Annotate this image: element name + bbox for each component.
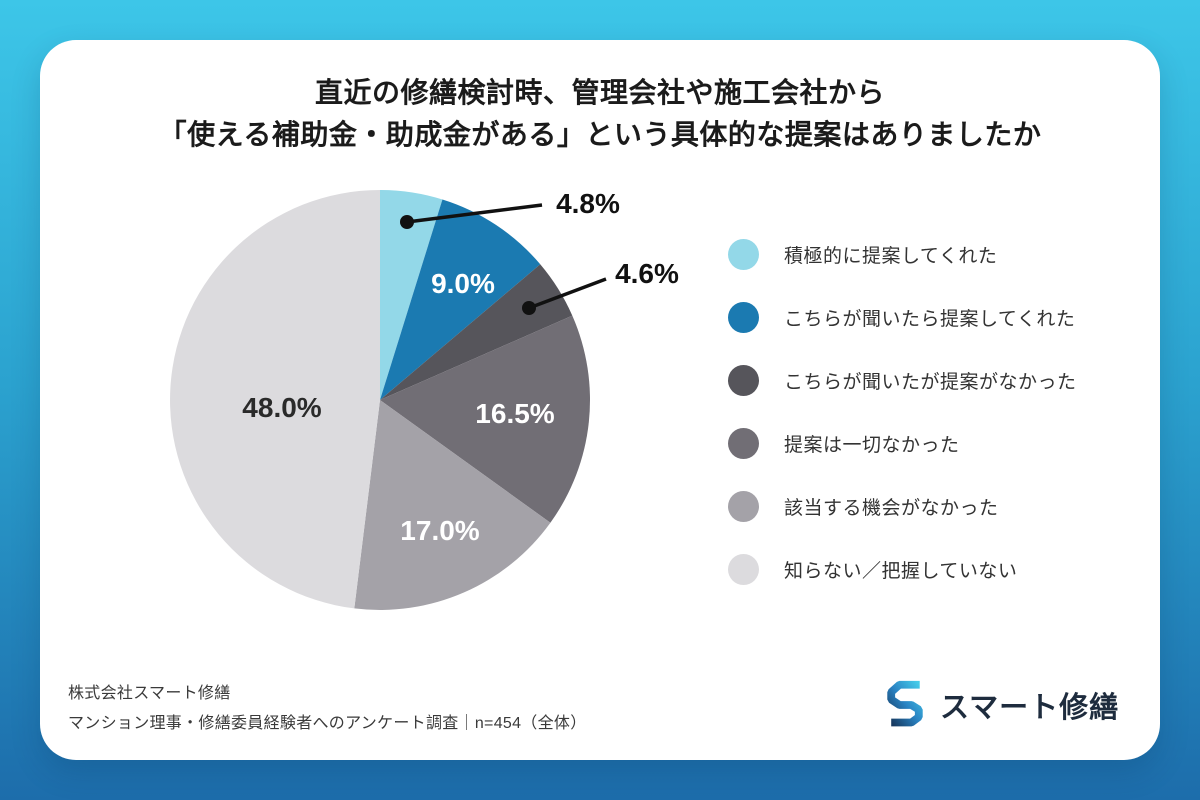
legend-item-5: 知らない／把握していない xyxy=(728,553,1077,585)
legend-item-label: 該当する機会がなかった xyxy=(784,497,999,519)
legend-item-4: 該当する機会がなかった xyxy=(728,490,1077,522)
pie-value-label-4: 17.0% xyxy=(400,515,479,546)
callout-line-2 xyxy=(528,277,607,310)
legend-color-dot xyxy=(728,553,759,585)
legend-item-3: 提案は一切なかった xyxy=(728,427,1077,459)
pie-slice-4 xyxy=(354,400,551,610)
source-note: 株式会社スマート修繕 マンション理事・修繕委員経験者へのアンケート調査｜n=45… xyxy=(68,679,587,739)
source-survey-info: マンション理事・修繕委員経験者へのアンケート調査｜n=454（全体） xyxy=(68,715,587,732)
legend-item-label: こちらが聞いたら提案してくれた xyxy=(784,308,1076,330)
legend-item-label: こちらが聞いたが提案がなかった xyxy=(784,371,1077,393)
pie-value-label-2: 4.6% xyxy=(615,258,679,289)
pie-value-label-1: 9.0% xyxy=(431,268,495,299)
callout-line-0 xyxy=(406,203,543,224)
legend-item-label: 提案は一切なかった xyxy=(784,434,960,456)
chart-title-line1: 直近の修繕検討時、管理会社や施工会社から xyxy=(314,77,885,108)
callout-dot-2 xyxy=(522,301,536,315)
legend-color-dot xyxy=(728,238,759,270)
source-company: 株式会社スマート修繕 xyxy=(68,685,231,702)
hexagonal-s-logo-icon xyxy=(887,680,923,727)
pie-slice-2 xyxy=(380,264,573,400)
pie-slice-0 xyxy=(380,190,443,400)
pie-slice-5 xyxy=(170,190,380,609)
legend-color-dot xyxy=(728,490,759,522)
pie-value-label-0: 4.8% xyxy=(556,188,620,219)
pie-chart-svg: 4.8% 9.0% 4.6% 16.5% 17.0% 48.0% xyxy=(170,188,679,610)
callout-dot-0 xyxy=(400,215,414,229)
legend-color-dot xyxy=(728,301,759,333)
chart-title-line2: 「使える補助金・助成金がある」という具体的な提案はありましたか xyxy=(158,119,1042,150)
legend-item-label: 積極的に提案してくれた xyxy=(784,245,998,267)
pie-slice-1 xyxy=(380,199,541,400)
brand-logo-text: スマート修繕 xyxy=(940,692,1120,724)
legend-item-0: 積極的に提案してくれた xyxy=(728,238,1077,270)
legend-color-dot xyxy=(728,427,759,459)
chart-legend: 積極的に提案してくれた こちらが聞いたら提案してくれた こちらが聞いたが提案がな… xyxy=(728,238,1077,585)
legend-item-1: こちらが聞いたら提案してくれた xyxy=(728,301,1077,333)
legend-color-dot xyxy=(728,364,759,396)
pie-slice-3 xyxy=(380,315,591,523)
pie-chart: 4.8% 9.0% 4.6% 16.5% 17.0% 48.0% xyxy=(160,180,720,620)
pie-value-label-5: 48.0% xyxy=(242,392,321,423)
legend-item-label: 知らない／把握していない xyxy=(784,560,1018,582)
brand-logo: スマート修繕 xyxy=(882,676,1119,734)
chart-title: 直近の修繕検討時、管理会社や施工会社から 「使える補助金・助成金がある」という具… xyxy=(0,72,1200,156)
legend-item-2: こちらが聞いたが提案がなかった xyxy=(728,364,1077,396)
pie-value-label-3: 16.5% xyxy=(475,398,554,429)
